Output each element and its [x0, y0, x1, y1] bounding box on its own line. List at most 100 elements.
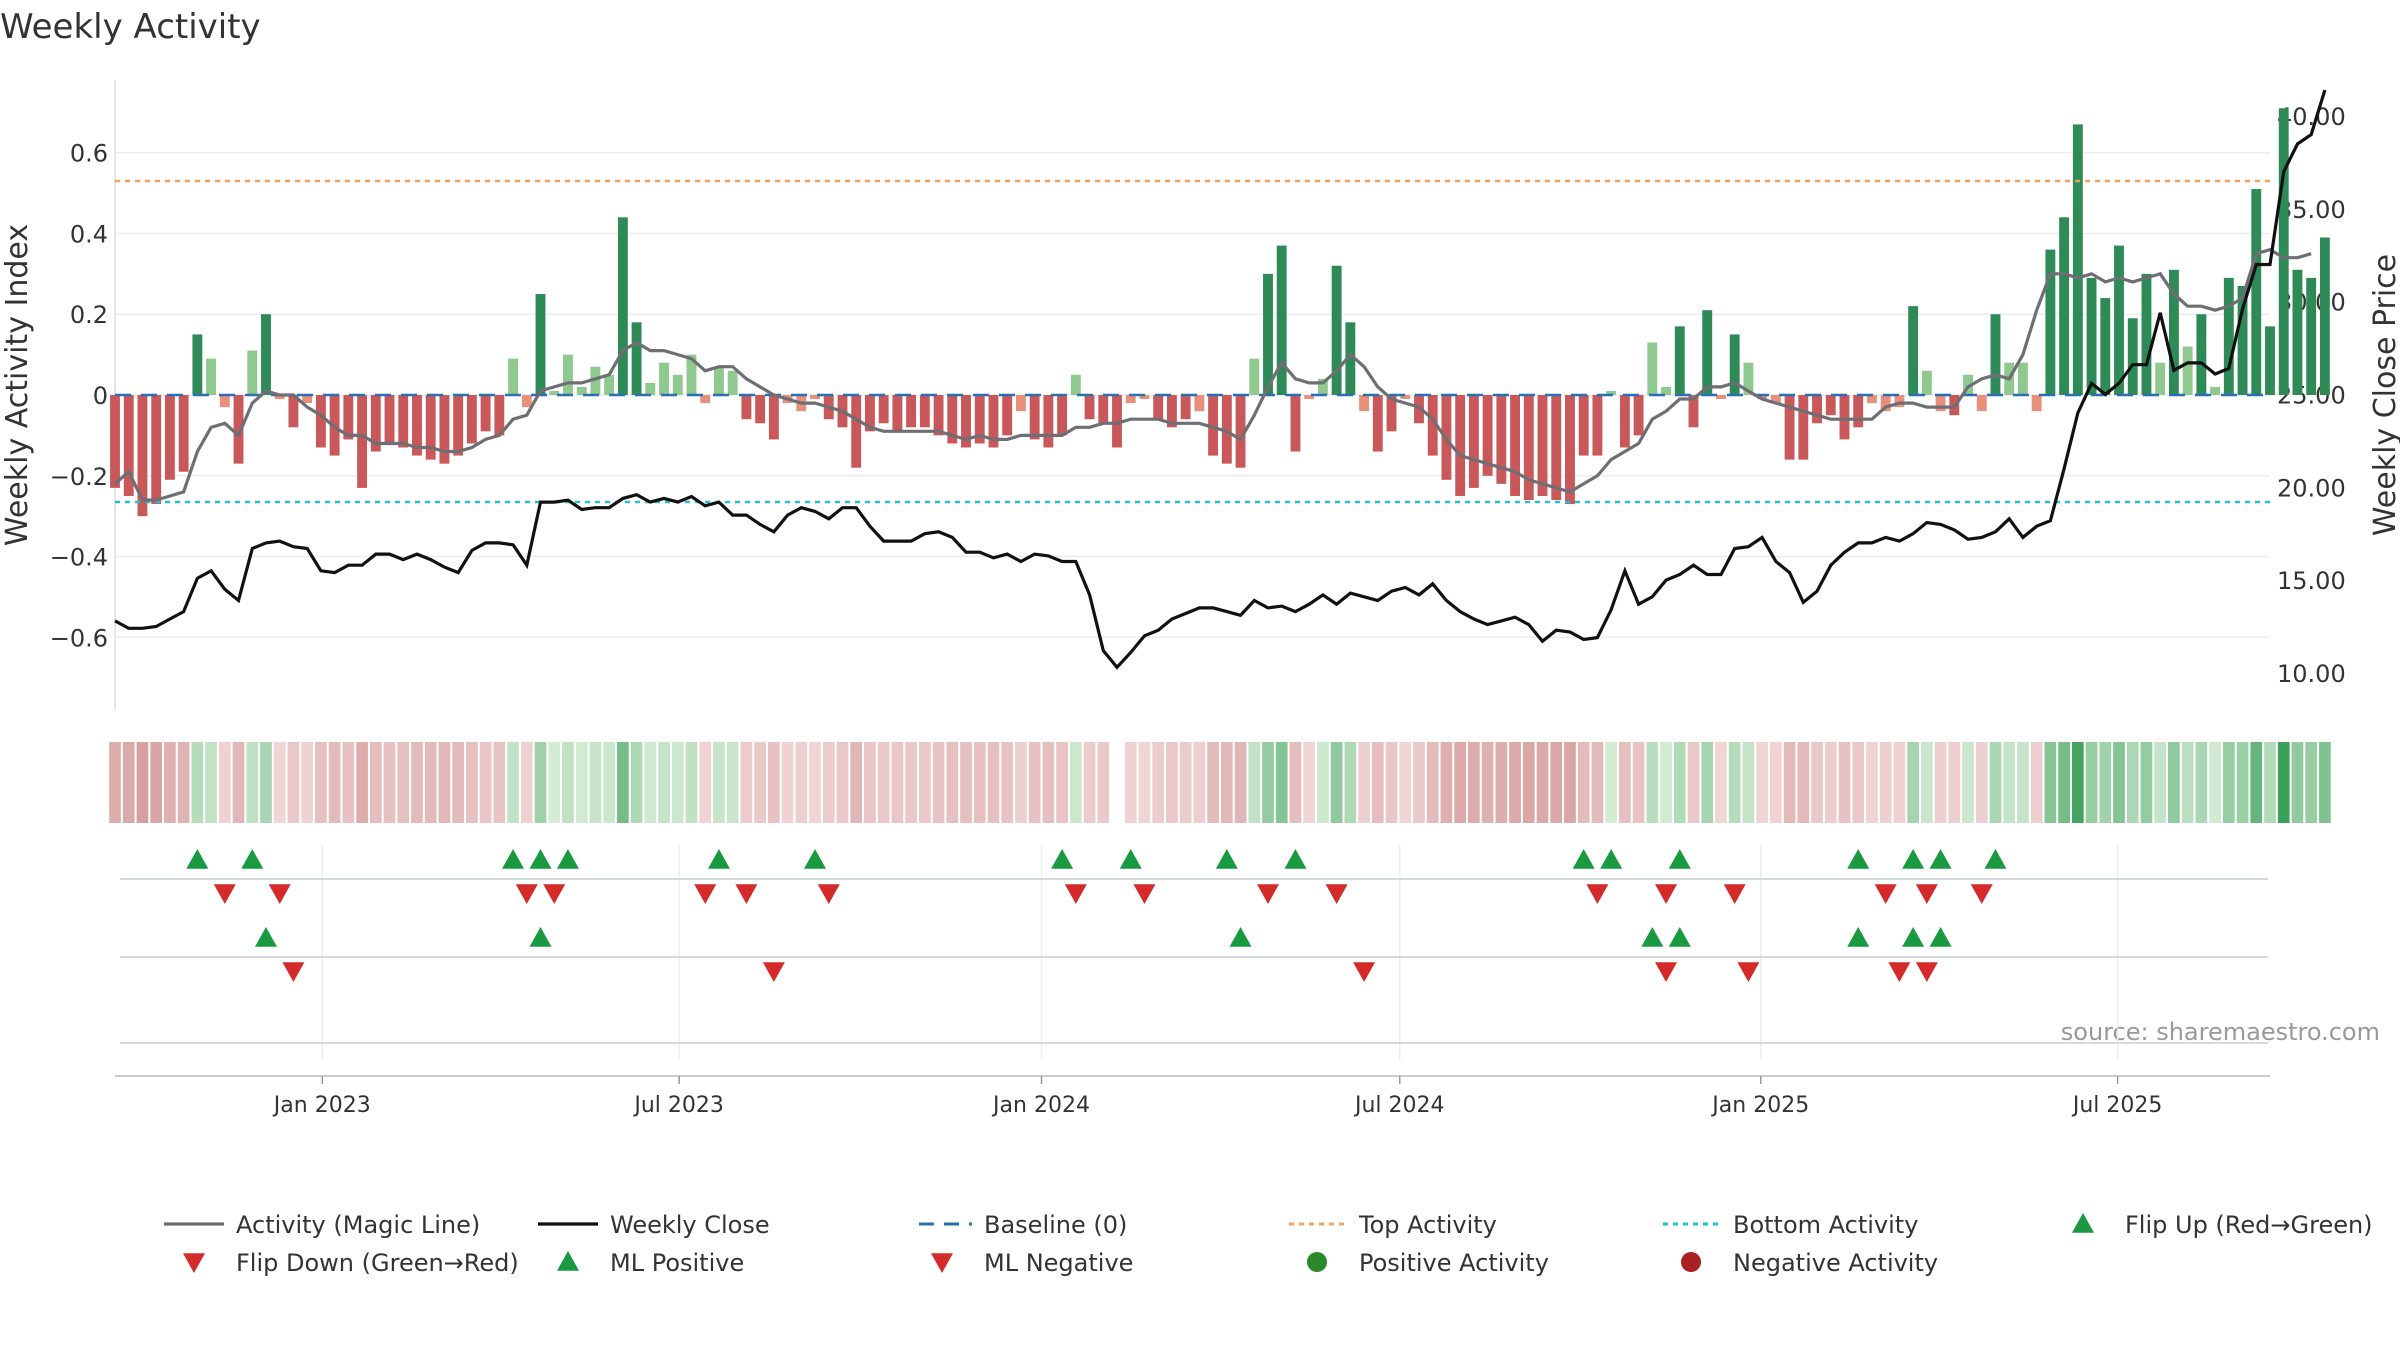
activity-bar: [1812, 395, 1822, 424]
grid-layer: [114, 80, 2270, 1060]
activity-bar: [672, 374, 683, 395]
flip-down-marker: [735, 884, 758, 904]
activity-bar: [1166, 395, 1177, 428]
ml-positive-marker: [1668, 927, 1691, 947]
activity-band-cell: [1715, 742, 1727, 823]
ml-negative-marker: [1888, 962, 1911, 982]
ml-positive-marker: [254, 927, 277, 947]
activity-band-cell: [2030, 742, 2043, 823]
activity-bar: [1880, 395, 1891, 412]
activity-bar: [686, 354, 697, 395]
activity-bar: [1208, 395, 1219, 456]
ml-negative-marker: [1353, 962, 1376, 982]
y-left-tick-label: −0.6: [50, 624, 108, 652]
activity-band-cell: [2058, 742, 2070, 823]
activity-band-cell: [493, 742, 506, 823]
activity-bar: [631, 322, 642, 395]
activity-band-cell: [2003, 742, 2016, 823]
activity-band-cell: [1056, 742, 1068, 823]
activity-band-cell: [1069, 742, 1082, 823]
activity-band-cell: [369, 742, 382, 823]
activity-band-cell: [1138, 742, 1151, 823]
activity-band-cell: [1166, 742, 1178, 823]
activity-bar: [1633, 395, 1644, 436]
activity-band-cell: [2222, 742, 2235, 823]
activity-bar: [178, 395, 189, 472]
y-left-tick-label: −0.2: [50, 463, 108, 491]
activity-bar: [1757, 395, 1768, 400]
y-right-tick-label: 20.00: [2277, 474, 2346, 502]
activity-bar: [1770, 395, 1781, 404]
activity-band-cell: [1989, 742, 2002, 823]
activity-band-cell: [1385, 742, 1398, 823]
activity-bar: [1015, 395, 1026, 412]
activity-bar: [1990, 314, 2001, 395]
activity-band-cell: [2319, 742, 2331, 823]
activity-band-cell: [342, 742, 355, 823]
legend-swatch-circle: [1307, 1252, 1327, 1272]
activity-band-cell: [177, 742, 190, 823]
activity-band-cell: [1124, 742, 1137, 823]
activity-band-cell: [1632, 742, 1645, 823]
flip-up-marker: [502, 849, 525, 869]
activity-bar: [412, 395, 422, 456]
flip-up-marker: [1284, 849, 1307, 869]
activity-bar: [192, 334, 203, 395]
activity-band-cell: [1248, 742, 1261, 823]
gradient-band-layer: [109, 742, 2331, 823]
activity-bar: [617, 217, 628, 395]
legend-swatch-triangle-up: [557, 1251, 579, 1271]
activity-band-cell: [1220, 742, 1233, 823]
activity-band-cell: [1728, 742, 1741, 823]
activity-bar: [151, 395, 162, 505]
activity-bar: [1894, 395, 1905, 408]
activity-band-cell: [109, 742, 121, 823]
flip-down-marker: [694, 884, 717, 904]
activity-band-cell: [1289, 742, 1302, 823]
activity-bar: [2100, 298, 2111, 395]
flip-up-marker: [1902, 849, 1925, 869]
x-tick-label: Jan 2024: [991, 1093, 1090, 1118]
activity-bar: [1098, 395, 1109, 424]
activity-bar: [343, 395, 354, 440]
activity-bar: [508, 358, 518, 395]
activity-band-cell: [1660, 742, 1672, 823]
activity-band-cell: [905, 742, 917, 823]
activity-bar: [1674, 326, 1685, 395]
flip-up-marker: [1051, 849, 1074, 869]
activity-band-cell: [507, 742, 519, 823]
y-left-tick-label: 0.2: [70, 301, 108, 329]
ml-negative-marker: [1737, 962, 1760, 982]
activity-band-cell: [1495, 742, 1508, 823]
activity-band-cell: [1948, 742, 1961, 823]
activity-band-cell: [1152, 742, 1165, 823]
activity-bar: [1112, 395, 1122, 448]
activity-band-cell: [2154, 742, 2167, 823]
activity-band-cell: [699, 742, 712, 823]
activity-band-cell: [2236, 742, 2249, 823]
flip-up-marker: [186, 849, 209, 869]
activity-band-cell: [1564, 742, 1576, 823]
flip-down-marker: [515, 884, 538, 904]
activity-band-cell: [2277, 742, 2290, 823]
activity-bar: [1290, 395, 1301, 452]
activity-bar: [1921, 370, 1932, 395]
activity-band-cell: [2085, 742, 2098, 823]
x-tick-label: Jan 2025: [1710, 1093, 1809, 1118]
activity-band-cell: [411, 742, 423, 823]
flip-up-marker: [241, 849, 264, 869]
activity-bar: [1194, 395, 1205, 412]
activity-band-cell: [2250, 742, 2263, 823]
activity-band-cell: [383, 742, 396, 823]
activity-band-cell: [1317, 742, 1329, 823]
legend-label: ML Positive: [610, 1249, 744, 1277]
activity-bar: [453, 395, 464, 456]
x-axis-layer: Jan 2023 Jul 2023 Jan 2024 Jul 2024 Jan 2025…: [115, 1075, 2270, 1118]
activity-band-cell: [644, 742, 657, 823]
activity-band-cell: [191, 742, 204, 823]
activity-band-cell: [2017, 742, 2029, 823]
activity-bar: [645, 382, 656, 395]
activity-bar: [714, 366, 724, 395]
activity-band-cell: [260, 742, 272, 823]
activity-bar: [2278, 108, 2289, 396]
